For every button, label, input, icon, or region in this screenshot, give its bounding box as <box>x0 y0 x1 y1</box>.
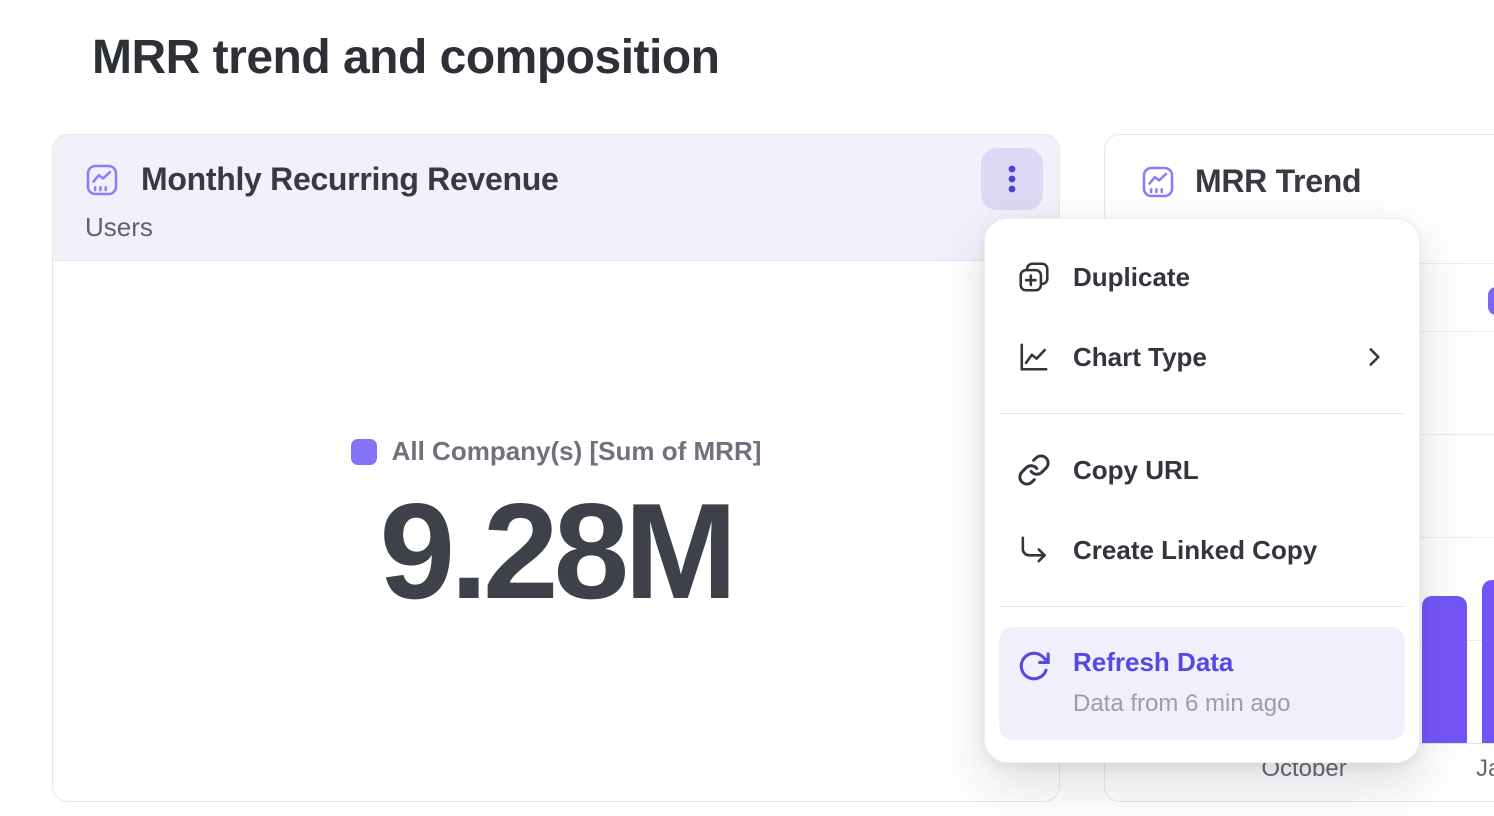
card-menu-button[interactable] <box>981 148 1043 210</box>
duplicate-icon <box>1017 260 1051 294</box>
chevron-right-icon <box>1361 344 1387 370</box>
page-title: MRR trend and composition <box>92 31 720 84</box>
mrr-legend: All Company(s) [Sum of MRR] <box>350 436 762 467</box>
chart-widget-icon <box>1141 165 1175 199</box>
menu-item-label: Create Linked Copy <box>1073 534 1318 565</box>
mrr-card-body: All Company(s) [Sum of MRR] 9.28M <box>53 262 1059 801</box>
menu-item-label: Refresh Data <box>1073 647 1234 677</box>
menu-item-chart-type[interactable]: Chart Type <box>999 321 1405 393</box>
trend-card-header: MRR Trend <box>1105 135 1494 239</box>
legend-label: All Company(s) [Sum of MRR] <box>391 436 762 467</box>
mrr-card-title: Monthly Recurring Revenue <box>141 161 559 197</box>
menu-item-label: Duplicate <box>1073 261 1191 292</box>
menu-item-duplicate[interactable]: Duplicate <box>999 241 1405 313</box>
link-icon <box>1017 453 1051 487</box>
x-axis-tick-label: Ja <box>1476 755 1494 782</box>
trend-card-title: MRR Trend <box>1195 163 1362 199</box>
menu-divider <box>999 606 1405 607</box>
card-context-menu: Duplicate Chart Type <box>984 218 1420 763</box>
trend-bar <box>1482 580 1494 743</box>
mrr-big-number: 9.28M <box>379 475 738 628</box>
legend-swatch-icon <box>350 438 377 465</box>
mrr-card-header: Monthly Recurring Revenue Users <box>53 135 1059 261</box>
linked-copy-icon <box>1017 533 1051 567</box>
refresh-status-text: Data from 6 min ago <box>1073 690 1291 717</box>
menu-item-label: Chart Type <box>1073 341 1207 372</box>
chart-widget-icon <box>85 163 119 197</box>
menu-item-label: Copy URL <box>1073 454 1199 485</box>
mrr-card-subtitle: Users <box>85 212 153 242</box>
menu-item-copy-url[interactable]: Copy URL <box>999 434 1405 506</box>
menu-item-refresh-data[interactable]: Refresh Data Data from 6 min ago <box>999 627 1405 740</box>
mrr-card: Monthly Recurring Revenue Users All Comp… <box>52 134 1060 802</box>
trend-bar <box>1422 596 1467 743</box>
kebab-vertical-icon <box>995 162 1029 196</box>
chart-type-icon <box>1017 340 1051 374</box>
legend-swatch-icon <box>1488 287 1494 315</box>
menu-item-create-linked-copy[interactable]: Create Linked Copy <box>999 514 1405 586</box>
refresh-icon <box>1017 649 1051 683</box>
menu-divider <box>999 413 1405 414</box>
